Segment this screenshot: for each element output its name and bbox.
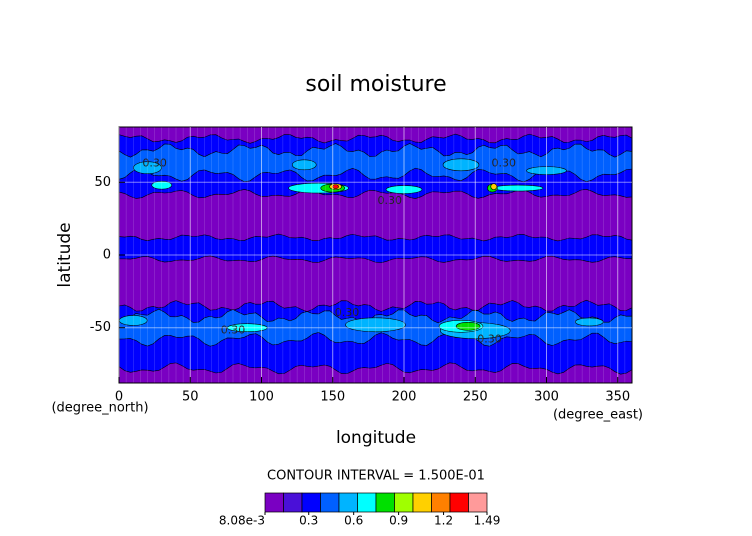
colorbar-swatch <box>412 492 432 513</box>
colorbar-swatch <box>375 492 395 513</box>
contour-patch <box>490 183 498 190</box>
contour-patch <box>442 158 480 172</box>
x-units: (degree_east) <box>553 408 643 423</box>
colorbar-swatch <box>301 492 321 513</box>
x-tick-label: 350 <box>605 390 630 405</box>
chart-title: soil moisture <box>305 72 446 97</box>
colorbar-swatch <box>320 492 340 513</box>
colorbar-label: 1.2 <box>434 514 453 528</box>
x-tick-label: 0 <box>115 390 123 405</box>
contour-patch <box>574 317 604 327</box>
contour-patch <box>151 180 173 190</box>
colorbar-swatch <box>449 492 469 513</box>
contour-patch <box>455 321 481 331</box>
y-tick-label: 50 <box>94 175 111 190</box>
contour-patch <box>291 159 317 171</box>
y-tick-label: 0 <box>103 248 111 263</box>
contour-label: 0.30 <box>335 306 360 319</box>
contour-interval: CONTOUR INTERVAL = 1.500E-01 <box>267 469 485 484</box>
x-tick-label: 250 <box>463 390 488 405</box>
colorbar-label: 0.3 <box>299 514 318 528</box>
colorbar-label: 1.49 <box>474 514 501 528</box>
colorbar-swatch <box>283 492 303 513</box>
colorbar-swatch <box>264 492 284 513</box>
colorbar-label: 8.08e-3 <box>219 514 265 528</box>
x-tick-label: 300 <box>534 390 559 405</box>
colorbar-swatch <box>357 492 377 513</box>
contour-label: 0.30 <box>492 156 517 169</box>
contour-patch <box>133 161 162 175</box>
contour-patch <box>332 184 339 189</box>
colorbar-swatch <box>394 492 414 513</box>
colorbar-label: 0.9 <box>389 514 408 528</box>
colorbar-swatch <box>431 492 451 513</box>
contour-label: 0.30 <box>142 156 167 169</box>
x-axis-label: longitude <box>336 428 416 448</box>
contour-label: 0.30 <box>477 332 502 345</box>
x-tick-label: 50 <box>182 390 199 405</box>
colorbar-swatch <box>468 492 488 513</box>
colorbar-label: 0.6 <box>344 514 363 528</box>
contour-label: 0.30 <box>378 194 403 207</box>
y-axis-label: latitude <box>55 222 75 287</box>
colorbar-swatch <box>338 492 358 513</box>
x-tick-label: 200 <box>392 390 417 405</box>
contour-patch <box>345 317 406 333</box>
y-tick-label: -50 <box>90 320 111 335</box>
y-units: (degree_north) <box>51 401 148 416</box>
x-tick-label: 100 <box>249 390 274 405</box>
contour-label: 0.30 <box>221 324 246 337</box>
x-tick-label: 150 <box>320 390 345 405</box>
